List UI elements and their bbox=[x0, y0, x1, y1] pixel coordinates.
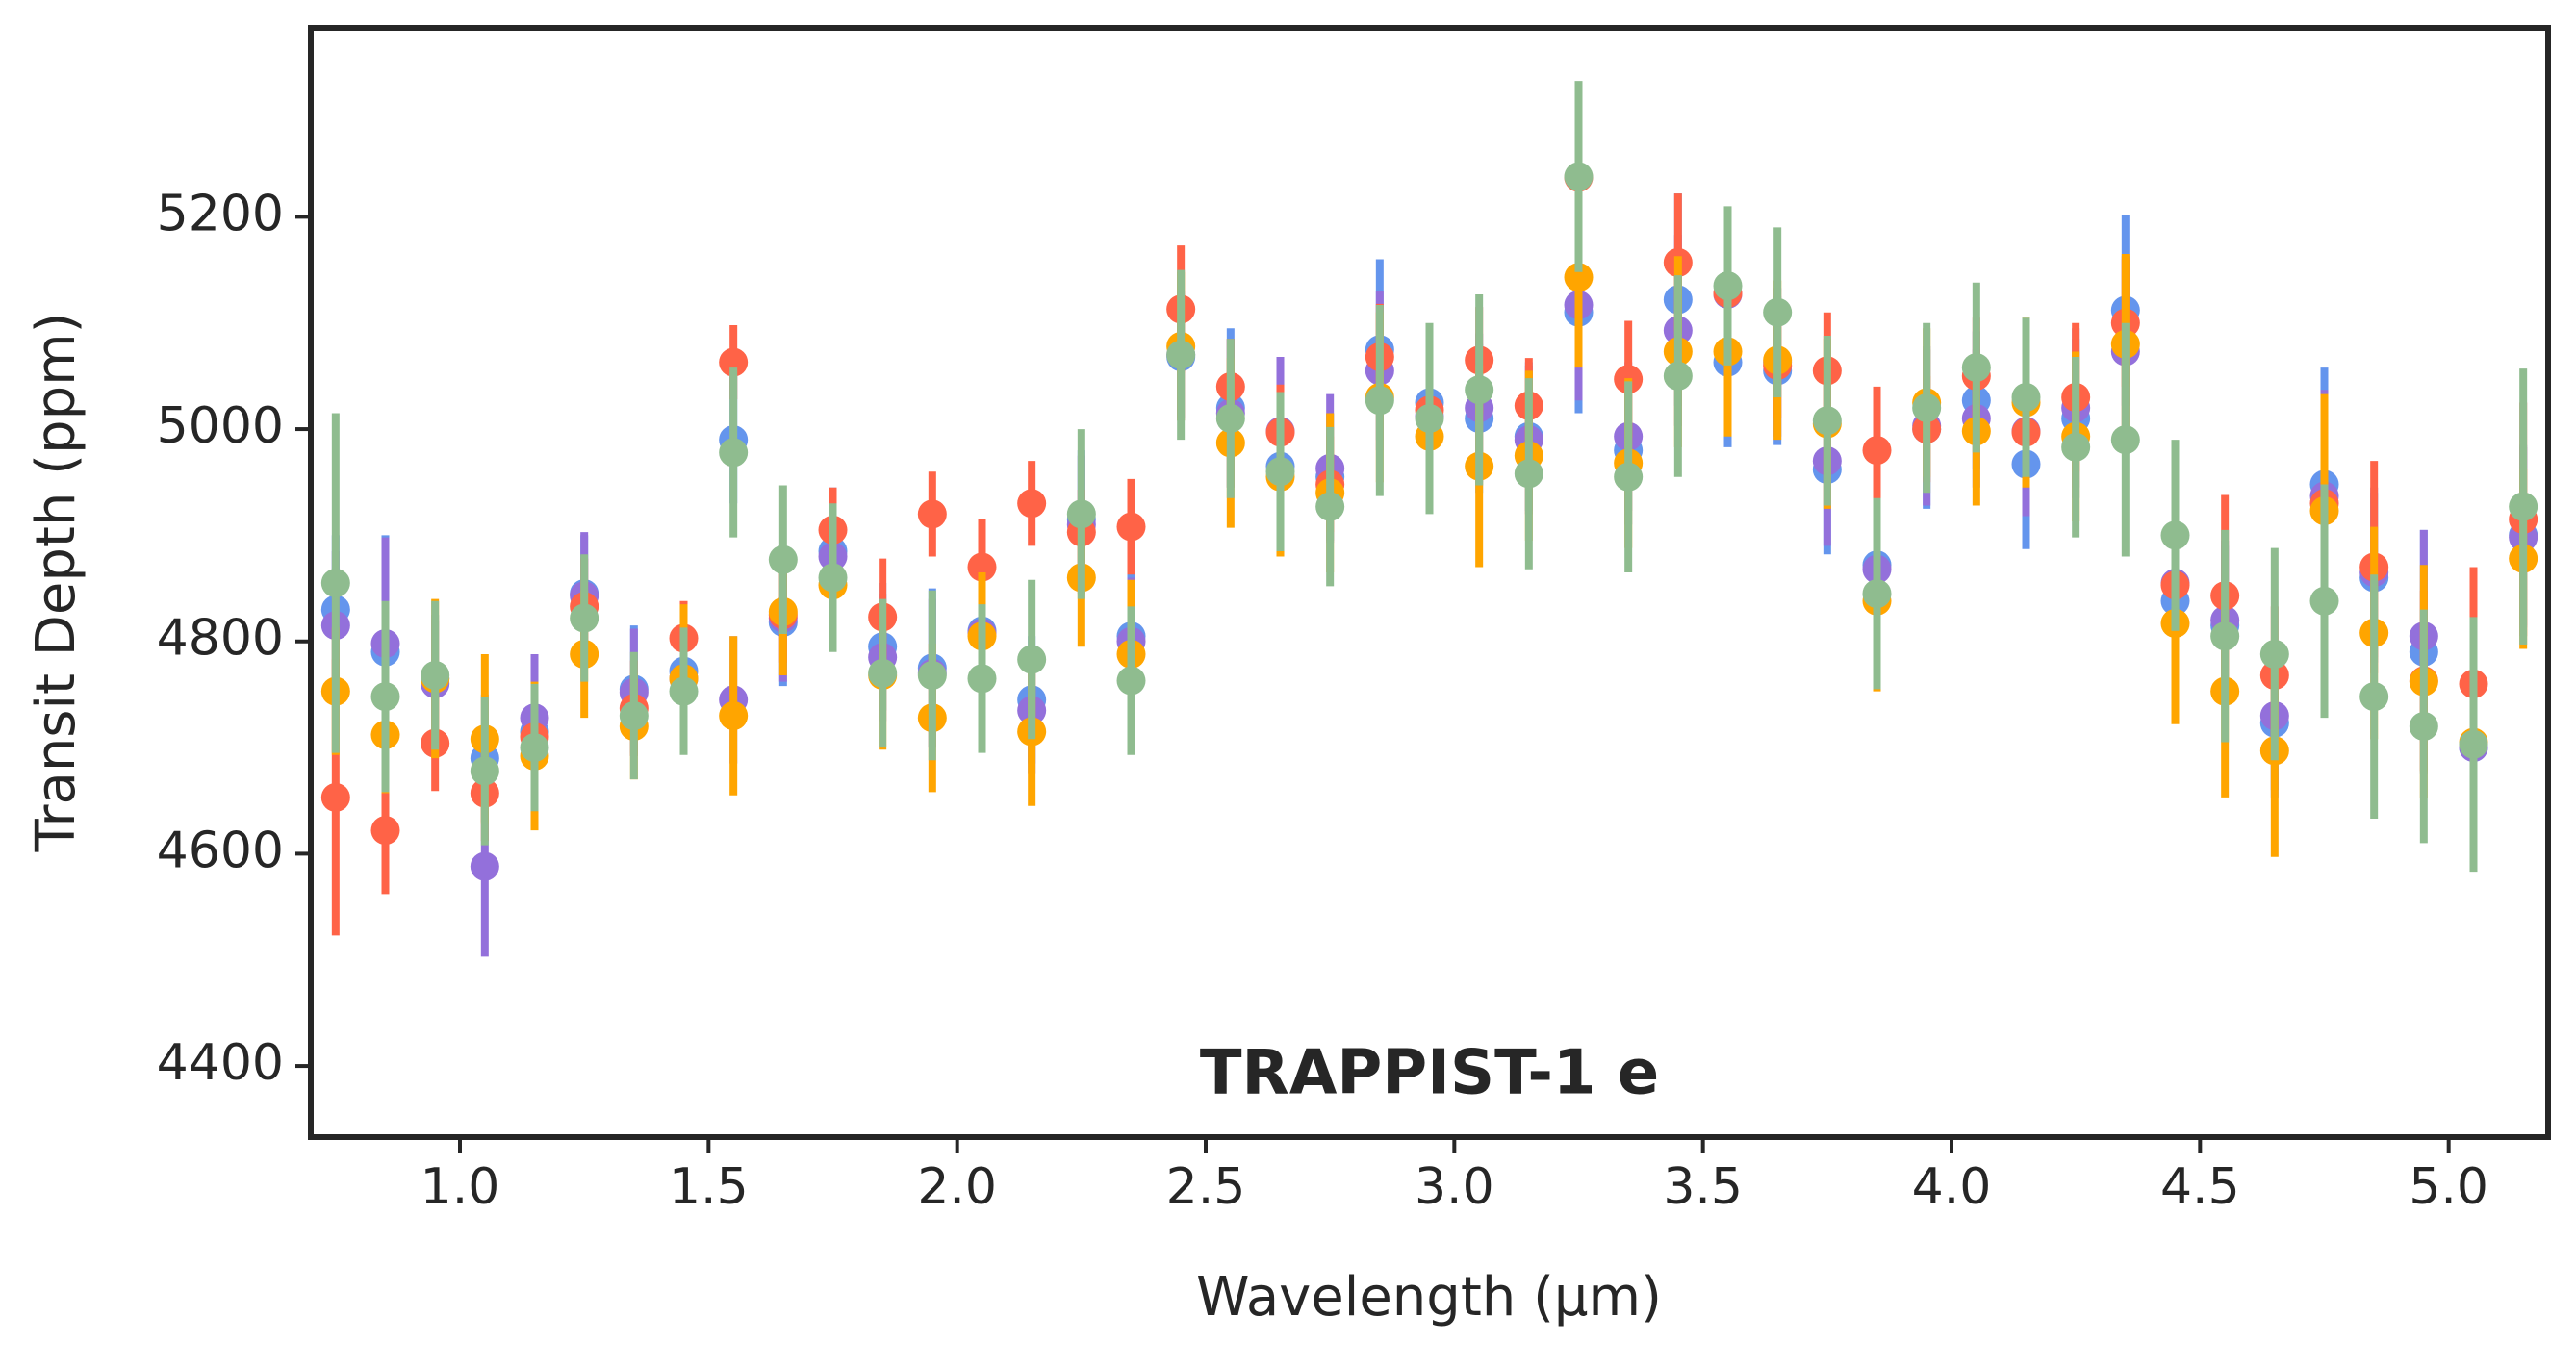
point bbox=[1017, 645, 1047, 674]
point bbox=[1564, 162, 1594, 191]
point bbox=[370, 816, 400, 846]
point bbox=[1066, 499, 1096, 529]
point bbox=[2160, 520, 2190, 550]
point bbox=[2259, 639, 2289, 669]
y-tick-label: 5000 bbox=[157, 397, 284, 455]
point bbox=[520, 733, 549, 763]
annotation: TRAPPIST-1 e bbox=[1200, 1038, 1659, 1109]
point bbox=[1116, 666, 1146, 696]
point bbox=[2061, 432, 2091, 462]
point bbox=[1862, 579, 1892, 609]
y-tick-label: 5200 bbox=[157, 185, 284, 242]
y-tick-label: 4600 bbox=[157, 822, 284, 879]
point bbox=[2011, 382, 2041, 412]
point bbox=[2359, 682, 2389, 712]
point bbox=[2409, 712, 2438, 742]
y-axis-label: Transit Depth (ppm) bbox=[25, 312, 88, 852]
x-tick-label: 3.5 bbox=[1663, 1158, 1743, 1216]
point bbox=[1315, 492, 1345, 521]
point bbox=[967, 552, 997, 582]
point bbox=[917, 499, 947, 529]
point bbox=[2110, 425, 2140, 455]
point bbox=[1812, 406, 1842, 436]
point bbox=[967, 664, 997, 694]
x-tick-label: 2.0 bbox=[917, 1158, 997, 1216]
point bbox=[1166, 340, 1196, 369]
point bbox=[2509, 492, 2538, 521]
point bbox=[570, 603, 599, 633]
point bbox=[719, 347, 749, 377]
x-tick-label: 3.0 bbox=[1415, 1158, 1494, 1216]
point bbox=[719, 438, 749, 468]
point bbox=[470, 851, 499, 881]
point bbox=[768, 545, 798, 574]
point bbox=[1465, 375, 1494, 405]
point bbox=[868, 658, 898, 688]
point bbox=[719, 700, 749, 730]
plot-frame bbox=[308, 25, 2551, 1140]
x-tick-label: 5.0 bbox=[2409, 1158, 2488, 1216]
x-axis-label: Wavelength (μm) bbox=[1196, 1266, 1662, 1329]
x-tick-label: 1.5 bbox=[669, 1158, 749, 1216]
point bbox=[1017, 489, 1047, 519]
point bbox=[2210, 621, 2240, 651]
point bbox=[1514, 459, 1543, 489]
x-tick-label: 1.0 bbox=[421, 1158, 500, 1216]
point bbox=[320, 782, 350, 812]
point bbox=[669, 676, 699, 706]
point bbox=[1215, 404, 1245, 434]
point bbox=[1862, 436, 1892, 466]
point bbox=[370, 682, 400, 712]
point bbox=[320, 569, 350, 598]
point bbox=[2309, 586, 2339, 616]
point bbox=[1713, 271, 1743, 301]
point bbox=[1663, 361, 1693, 391]
point bbox=[917, 661, 947, 691]
point bbox=[1614, 462, 1644, 492]
point bbox=[1763, 297, 1793, 327]
point bbox=[1564, 263, 1594, 292]
point bbox=[1961, 353, 1991, 383]
point bbox=[1912, 393, 1942, 422]
point bbox=[470, 756, 499, 786]
point bbox=[2459, 729, 2488, 759]
y-tick-label: 4800 bbox=[157, 610, 284, 668]
point bbox=[421, 661, 450, 691]
point bbox=[619, 700, 649, 730]
point bbox=[1116, 512, 1146, 542]
x-tick-label: 4.5 bbox=[2160, 1158, 2240, 1216]
y-tick-label: 4400 bbox=[157, 1034, 284, 1092]
x-tick-label: 4.0 bbox=[1912, 1158, 1992, 1216]
point bbox=[1265, 457, 1295, 487]
point bbox=[1415, 404, 1444, 434]
x-tick-label: 2.5 bbox=[1166, 1158, 1246, 1216]
point bbox=[818, 563, 848, 593]
point bbox=[1365, 386, 1394, 416]
